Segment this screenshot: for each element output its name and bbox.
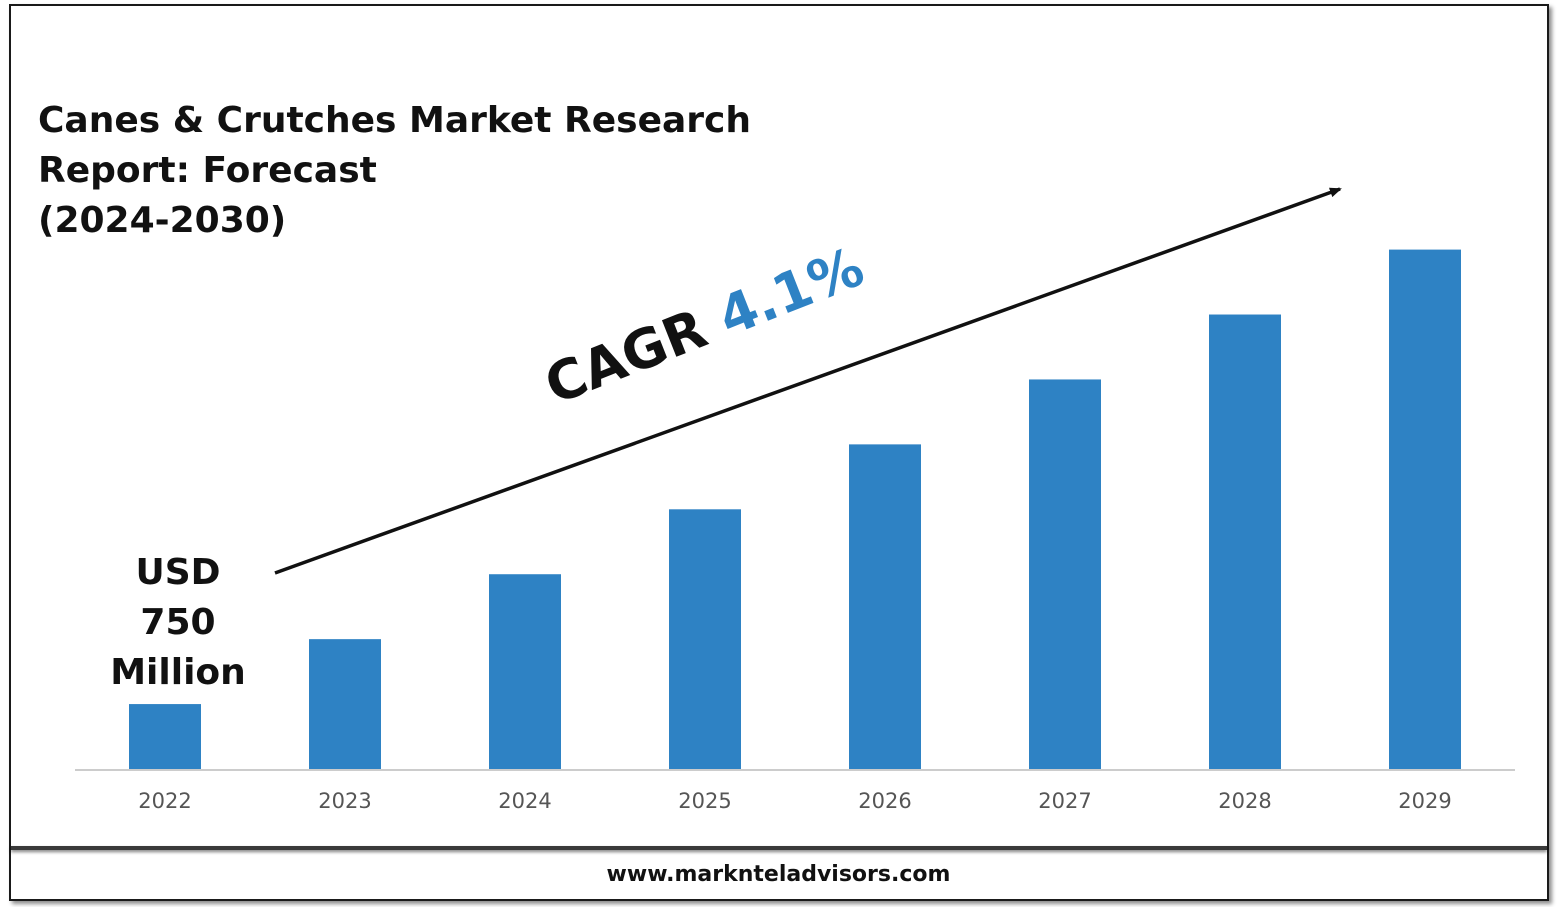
bar-2028 — [1209, 314, 1281, 769]
bar-2024 — [489, 574, 561, 769]
start-value-line: 750 — [140, 602, 216, 643]
bar-2022 — [129, 704, 201, 769]
start-value-line: Million — [110, 652, 246, 693]
start-value-line: USD — [135, 552, 221, 593]
start-value-annotation: USD 750 Million — [100, 548, 256, 698]
bar-2025 — [669, 509, 741, 769]
bar-2027 — [1029, 379, 1101, 769]
bar-2029 — [1389, 249, 1461, 769]
x-tick-label: 2023 — [318, 789, 371, 813]
chart-frame — [9, 4, 1549, 901]
x-tick-label: 2022 — [138, 789, 191, 813]
bars — [129, 249, 1461, 769]
x-tick-label: 2027 — [1038, 789, 1091, 813]
bar-2023 — [309, 639, 381, 769]
chart-title-line: Canes & Crutches Market Research — [38, 100, 752, 141]
trend-arrow — [274, 187, 1342, 575]
chart-title: Canes & Crutches Market Research Report:… — [38, 96, 758, 246]
bar-2026 — [849, 444, 921, 769]
chart-title-line: Report: Forecast — [38, 150, 377, 191]
footer-divider — [11, 846, 1547, 850]
x-tick-label: 2026 — [858, 789, 911, 813]
website-link[interactable]: www.marknteladvisors.com — [606, 862, 951, 887]
x-tick-label: 2025 — [678, 789, 731, 813]
chart-title-line: (2024-2030) — [38, 200, 287, 241]
x-tick-label: 2029 — [1398, 789, 1451, 813]
x-tick-label: 2024 — [498, 789, 551, 813]
x-tick-labels: 2022 2023 2024 2025 2026 2027 2028 2029 — [138, 789, 1451, 813]
x-tick-label: 2028 — [1218, 789, 1271, 813]
